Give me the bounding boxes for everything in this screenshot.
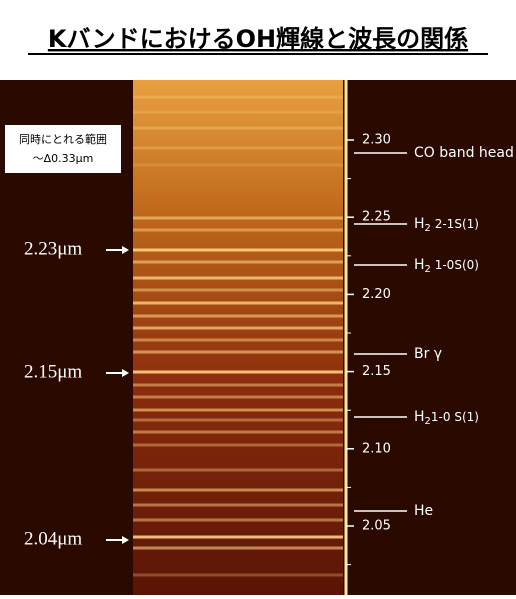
scale-label: 2.25 bbox=[362, 210, 391, 225]
emission-line bbox=[133, 326, 343, 330]
emission-line bbox=[133, 573, 343, 577]
emission-line bbox=[133, 535, 343, 539]
annotations: 2.23μm 2.15μm 2.04μm 2.30 2.25 2.20 2.15 2.10 2.… bbox=[24, 133, 514, 566]
line-label-main: Br γ bbox=[414, 346, 442, 362]
arrow-head bbox=[122, 536, 129, 544]
line-label: Br γ bbox=[414, 346, 442, 362]
line-label-main: H bbox=[414, 409, 425, 425]
title: KバンドにおけるOH輝線と波長の関係 bbox=[48, 25, 468, 53]
emission-line bbox=[133, 546, 343, 550]
emission-line bbox=[133, 395, 343, 399]
scale-label: 2.05 bbox=[362, 519, 391, 534]
emission-line bbox=[133, 260, 343, 264]
line-label: He bbox=[414, 503, 433, 519]
line-label-sub: 2 bbox=[425, 223, 431, 234]
line-label-rest: 2-1S(1) bbox=[431, 217, 479, 231]
line-label-rest: 1-0S(0) bbox=[431, 258, 479, 272]
scale-label: 2.10 bbox=[362, 441, 391, 456]
scale-label: 2.15 bbox=[362, 364, 391, 379]
emission-line bbox=[133, 503, 343, 507]
note-line: 〜Δ0.33μm bbox=[33, 152, 94, 165]
wavelength-label: 2.23μm bbox=[24, 238, 82, 259]
line-label: H21-0 S(1) bbox=[414, 409, 479, 427]
header-bg bbox=[0, 0, 516, 80]
emission-lines bbox=[133, 95, 343, 577]
emission-line bbox=[133, 488, 343, 492]
emission-line bbox=[133, 518, 343, 522]
emission-line bbox=[133, 430, 343, 434]
arrow-head bbox=[122, 246, 129, 254]
emission-line bbox=[133, 468, 343, 472]
arrow-head bbox=[122, 369, 129, 377]
emission-line bbox=[133, 338, 343, 342]
wavelength-label: 2.04μm bbox=[24, 528, 82, 549]
emission-line bbox=[133, 110, 343, 114]
emission-line bbox=[133, 443, 343, 447]
emission-line bbox=[133, 383, 343, 387]
spectrum bbox=[133, 80, 343, 595]
emission-line bbox=[133, 288, 343, 292]
emission-line bbox=[133, 276, 343, 280]
line-label: H2 2-1S(1) bbox=[414, 216, 479, 234]
emission-line bbox=[133, 228, 343, 232]
line-label-main: He bbox=[414, 503, 433, 519]
line-label-main: H bbox=[414, 216, 425, 232]
emission-line bbox=[133, 301, 343, 305]
line-label-sub: 2 bbox=[425, 416, 431, 427]
scale-label: 2.30 bbox=[362, 133, 391, 148]
emission-line bbox=[133, 370, 343, 374]
emission-line bbox=[133, 248, 343, 252]
line-label-main: H bbox=[414, 257, 425, 273]
emission-line bbox=[133, 95, 343, 99]
emission-line bbox=[133, 126, 343, 130]
line-label-main: CO band head bbox=[414, 145, 514, 161]
emission-line bbox=[133, 146, 343, 150]
emission-line bbox=[133, 314, 343, 318]
emission-line bbox=[133, 418, 343, 422]
emission-line bbox=[133, 163, 343, 167]
line-label: CO band head bbox=[414, 145, 514, 161]
line-label-sub: 2 bbox=[425, 264, 431, 275]
line-label-rest: 1-0 S(1) bbox=[431, 410, 479, 424]
wavelength-label: 2.15μm bbox=[24, 361, 82, 382]
emission-line bbox=[133, 350, 343, 354]
note-line: 同時にとれる範囲 bbox=[19, 132, 107, 146]
emission-line bbox=[133, 216, 343, 220]
note-box bbox=[5, 125, 121, 173]
emission-line bbox=[133, 408, 343, 412]
line-label: H2 1-0S(0) bbox=[414, 257, 479, 275]
scale-label: 2.20 bbox=[362, 287, 391, 302]
